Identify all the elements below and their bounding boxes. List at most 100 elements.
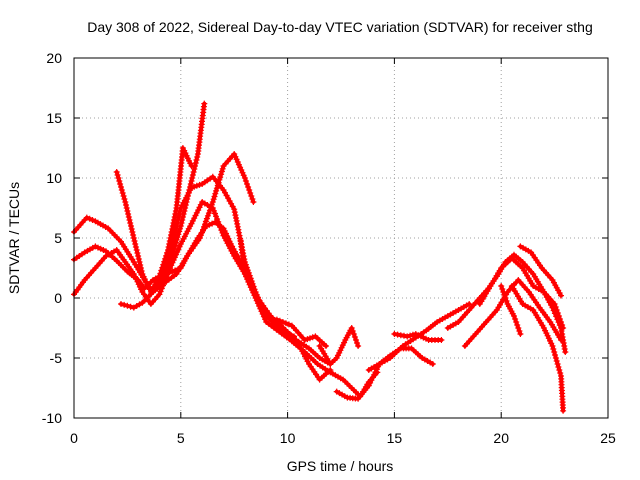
- data-point: [187, 184, 194, 190]
- data-point: [201, 100, 208, 107]
- data-point: [193, 157, 200, 163]
- data-point: [514, 322, 521, 328]
- data-point: [218, 227, 225, 234]
- data-point: [552, 352, 558, 358]
- y-tick-label: -10: [42, 410, 62, 426]
- data-point: [127, 220, 134, 226]
- data-point: [170, 247, 177, 254]
- y-tick-label: 15: [46, 110, 62, 126]
- data-point: [124, 208, 131, 214]
- data-point: [118, 301, 124, 307]
- data-point: [177, 223, 184, 229]
- data-point: [162, 255, 169, 262]
- data-point: [89, 217, 96, 223]
- data-point: [409, 331, 416, 338]
- data-point: [215, 218, 222, 225]
- data-point: [558, 319, 564, 325]
- data-point: [503, 298, 510, 304]
- data-point: [196, 204, 203, 211]
- data-point: [498, 283, 505, 289]
- data-point: [244, 181, 250, 187]
- data-point: [562, 349, 569, 355]
- data-point: [161, 258, 168, 265]
- data-point: [95, 244, 101, 251]
- data-point: [172, 239, 179, 246]
- data-point: [214, 182, 221, 189]
- data-point: [233, 156, 240, 163]
- data-point: [301, 337, 308, 343]
- data-point: [438, 337, 445, 343]
- data-point: [118, 184, 124, 190]
- data-point: [203, 215, 210, 222]
- data-point: [121, 196, 128, 202]
- series-layer: [71, 100, 569, 414]
- data-point: [549, 343, 556, 349]
- data-point: [173, 236, 180, 243]
- data-point: [174, 234, 181, 241]
- data-point: [371, 371, 378, 378]
- data-point: [116, 178, 123, 184]
- data-point: [354, 340, 360, 346]
- data-point: [212, 210, 218, 217]
- data-point: [554, 310, 561, 316]
- data-point: [351, 334, 358, 340]
- data-point: [517, 331, 524, 337]
- data-point: [502, 295, 509, 301]
- data-point: [184, 193, 191, 199]
- data-point: [191, 166, 198, 172]
- data-point: [128, 223, 134, 229]
- data-point: [119, 190, 126, 196]
- data-point: [217, 174, 224, 181]
- data-point: [237, 164, 244, 171]
- data-point: [190, 169, 197, 175]
- data-point: [128, 226, 135, 232]
- data-point: [189, 175, 196, 181]
- data-point: [309, 334, 316, 341]
- data-point: [195, 207, 202, 214]
- data-point: [156, 291, 163, 298]
- data-point: [365, 382, 372, 389]
- y-tick-label: 5: [54, 230, 62, 246]
- data-point: [556, 367, 563, 373]
- data-point: [180, 211, 187, 217]
- data-point: [97, 245, 104, 252]
- data-point: [551, 349, 558, 355]
- data-point: [205, 210, 212, 217]
- data-point: [178, 220, 185, 226]
- data-point: [369, 374, 376, 381]
- data-point: [215, 179, 222, 186]
- series-sat-r: [498, 283, 524, 337]
- data-point: [283, 329, 289, 336]
- series-sat-g: [237, 237, 297, 340]
- data-point: [126, 217, 133, 223]
- data-point: [130, 235, 137, 241]
- x-tick-label: 15: [387, 430, 403, 446]
- data-point: [118, 187, 125, 193]
- data-point: [197, 235, 203, 241]
- data-point: [129, 229, 136, 235]
- series-sat-f: [118, 151, 257, 311]
- data-point: [117, 181, 124, 187]
- data-point: [560, 325, 567, 331]
- data-point: [355, 343, 362, 349]
- data-point: [200, 226, 206, 233]
- data-point: [555, 313, 562, 319]
- data-point: [125, 214, 132, 220]
- data-point: [167, 256, 174, 263]
- x-tick-label: 20: [493, 430, 509, 446]
- data-point: [115, 175, 122, 181]
- data-point: [367, 379, 374, 386]
- data-point: [208, 201, 215, 208]
- data-point: [515, 325, 522, 331]
- data-point: [553, 307, 560, 313]
- data-point: [217, 224, 224, 231]
- data-point: [137, 265, 144, 271]
- data-point: [231, 151, 238, 157]
- data-point: [123, 205, 130, 211]
- data-point: [193, 182, 200, 189]
- chart-title: Day 308 of 2022, Sidereal Day-to-day VTE…: [87, 19, 593, 35]
- data-point: [196, 181, 203, 188]
- data-point: [276, 317, 283, 324]
- data-point: [177, 225, 183, 232]
